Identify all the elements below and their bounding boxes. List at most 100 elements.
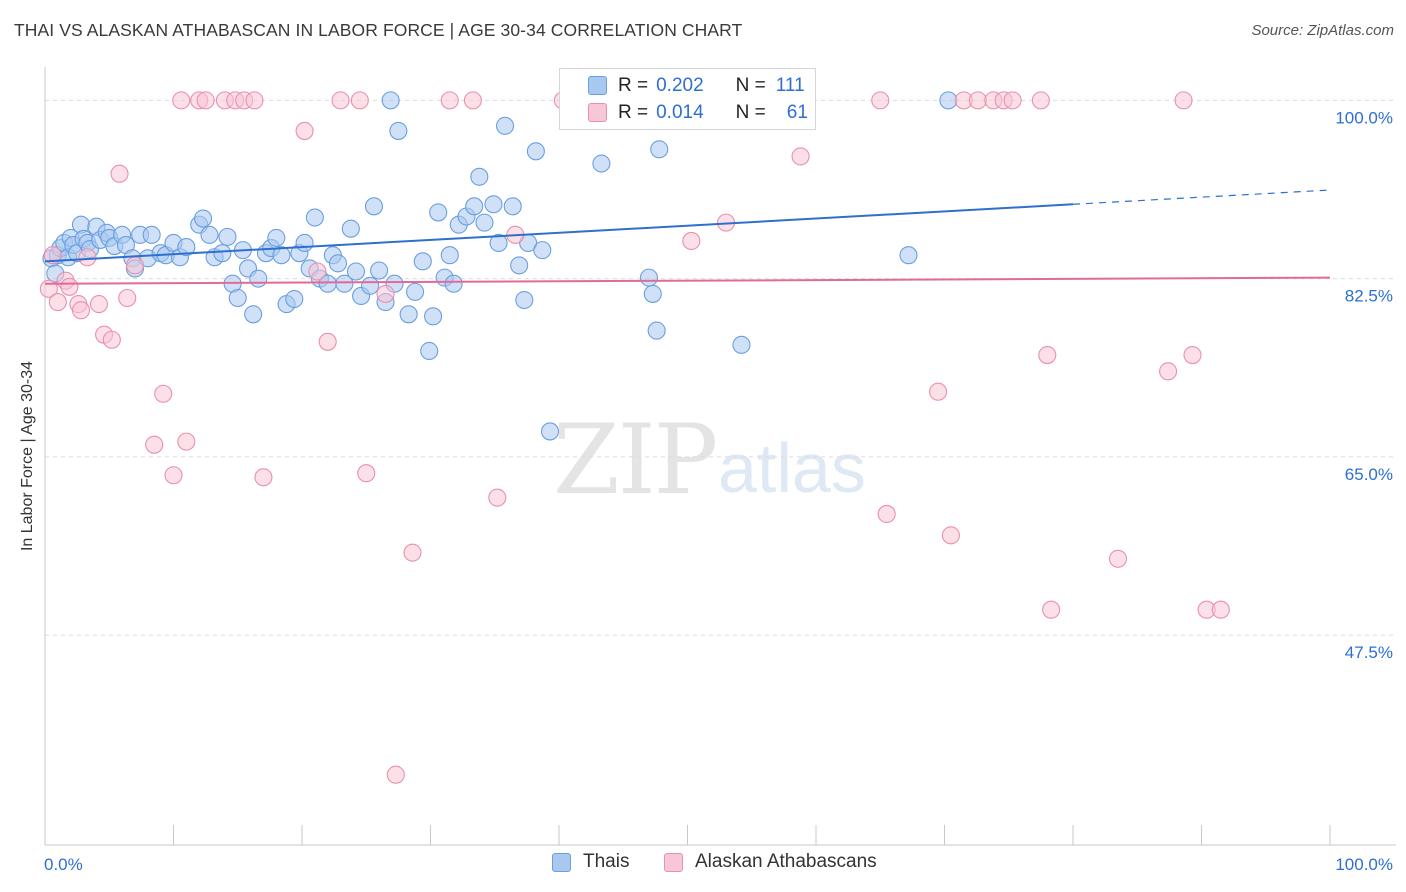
- athabascan-point-16: [164, 466, 183, 485]
- athabascan-point-35: [440, 91, 459, 110]
- y-tick-label-3: 47.5%: [1345, 643, 1393, 662]
- thais-point-58: [346, 262, 366, 281]
- y-tick-labels: 100.0% 82.5% 65.0% 47.5%: [1335, 108, 1393, 662]
- thais-point-92: [592, 154, 611, 173]
- athabascan-point-6: [71, 301, 91, 320]
- thais-point-86: [515, 290, 534, 310]
- thais-point-98: [899, 246, 918, 265]
- legend-label-athabascans: Alaskan Athabascans: [695, 851, 877, 872]
- thais-point-24: [142, 225, 161, 244]
- athabascan-point-32: [376, 284, 395, 303]
- thais-point-74: [440, 246, 459, 265]
- thais-point-56: [335, 274, 354, 293]
- athabascan-point-29: [331, 91, 350, 110]
- athabascan-point-30: [350, 91, 369, 110]
- athabascan-point-59: [1183, 345, 1202, 365]
- y-tick-label-0: 100.0%: [1335, 108, 1393, 127]
- legend-row-athabascans: R = 0.014 N = 61: [618, 101, 808, 125]
- athabascan-point-2: [48, 293, 67, 312]
- thais-point-84: [503, 197, 522, 216]
- thais-point-97: [732, 335, 751, 354]
- athabascan-point-20: [196, 91, 215, 110]
- source-label: Source: ZipAtlas.com: [1251, 22, 1394, 39]
- thais-point-71: [424, 307, 443, 326]
- athabascan-point-43: [791, 147, 810, 166]
- thais-point-29: [177, 238, 196, 257]
- athabascan-point-18: [177, 432, 196, 451]
- athabascan-point-27: [308, 262, 327, 281]
- thais-point-55: [328, 254, 348, 273]
- thais-point-44: [267, 228, 286, 247]
- athabascan-point-14: [145, 435, 164, 454]
- athabascan-point-45: [877, 504, 896, 524]
- athabascan-point-46: [929, 382, 948, 401]
- thais-point-95: [647, 321, 666, 340]
- thais-point-62: [370, 261, 389, 280]
- thais-point-81: [484, 195, 503, 214]
- thais-point-41: [249, 269, 268, 288]
- athabascan-point-54: [1038, 345, 1057, 365]
- thais-point-85: [510, 256, 529, 275]
- athabascan-point-58: [1174, 91, 1193, 110]
- thais-point-82: [489, 233, 508, 253]
- thais-point-69: [413, 252, 432, 271]
- thais-point-78: [465, 197, 484, 216]
- thais-point-99: [939, 91, 958, 110]
- x-tick-label-min: 0.0%: [44, 855, 83, 874]
- athabascan-point-15: [154, 384, 173, 403]
- axes: [44, 67, 1396, 846]
- r-value: 0.014: [656, 102, 704, 123]
- thais-point-93: [639, 268, 659, 287]
- athabascan-point-1: [43, 246, 62, 265]
- thais-point-35: [218, 227, 237, 246]
- r-label: R =: [618, 102, 649, 123]
- thais-point-49: [295, 233, 314, 253]
- watermark-zip: ZIP: [553, 404, 718, 516]
- athabascan-point-24: [245, 91, 264, 110]
- thais-point-79: [470, 167, 489, 186]
- thais-point-60: [361, 276, 380, 295]
- thais-point-75: [444, 274, 463, 293]
- athabascan-point-12: [118, 288, 137, 308]
- thais-point-94: [643, 284, 662, 303]
- series-legend: Thais Alaskan Athabascans: [0, 851, 1406, 877]
- n-value: 61: [786, 102, 808, 123]
- thais-point-80: [475, 213, 494, 232]
- r-label: R =: [618, 75, 649, 96]
- athabascan-point-17: [172, 91, 191, 110]
- data-points: [39, 91, 1230, 784]
- y-tick-label-1: 82.5%: [1345, 287, 1393, 306]
- thais-point-37: [228, 288, 247, 308]
- thais-point-68: [406, 282, 425, 301]
- athabascan-point-56: [1108, 549, 1128, 568]
- athabascan-point-52: [1003, 91, 1022, 110]
- athabascan-point-47: [941, 526, 960, 545]
- n-value: 111: [775, 75, 805, 96]
- legend-item-thais[interactable]: Thais: [552, 851, 629, 873]
- athabascan-point-7: [78, 248, 97, 267]
- thais-point-96: [650, 140, 669, 159]
- x-tick-label-max: 100.0%: [1335, 855, 1393, 874]
- thais-point-90: [540, 422, 560, 441]
- thais-point-57: [341, 219, 360, 238]
- thais-trend-extension: [1072, 189, 1331, 205]
- thais-point-88: [526, 142, 545, 161]
- athabascan-point-41: [682, 231, 701, 250]
- y-axis-label: In Labor Force | Age 30-34: [19, 360, 36, 552]
- watermark-atlas: atlas: [718, 429, 866, 507]
- n-label: N =: [735, 102, 766, 123]
- athabascan-point-31: [357, 464, 376, 483]
- athabascan-point-25: [254, 468, 273, 487]
- athabascan-point-37: [488, 488, 507, 507]
- thais-point-83: [495, 116, 515, 135]
- legend-item-athabascans[interactable]: Alaskan Athabascans: [664, 851, 877, 873]
- athabascan-point-33: [386, 765, 405, 784]
- thais-point-70: [420, 341, 439, 361]
- athabascan-point-13: [125, 256, 144, 275]
- athabascan-point-10: [102, 330, 121, 349]
- thais-point-72: [429, 203, 448, 222]
- athabascan-point-53: [1031, 91, 1050, 110]
- thais-point-67: [399, 305, 418, 324]
- legend-swatch-thais: [588, 76, 607, 95]
